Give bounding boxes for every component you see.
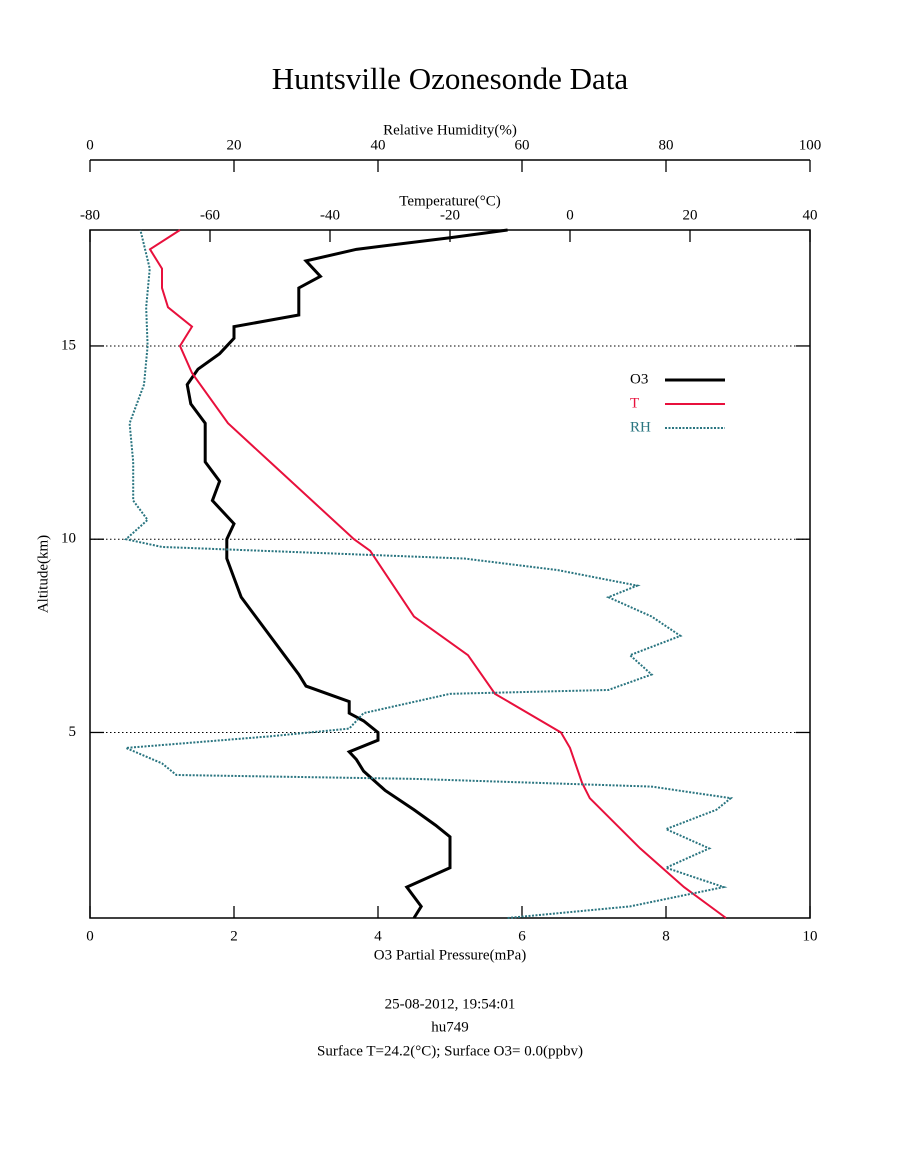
annotation: Surface T=24.2(°C); Surface O3= 0.0(ppbv… [317,1043,583,1059]
annotation: hu749 [431,1019,469,1035]
x-tick-label: 10 [803,928,818,944]
x3-tick-label: 40 [803,207,818,223]
x3-tick-label: -60 [200,207,220,223]
x-tick-label: 2 [230,928,238,944]
x2-axis-label: Relative Humidity(%) [383,122,517,138]
profile-line [123,229,734,919]
x3-tick-label: -20 [440,207,460,223]
x2-tick-label: 0 [86,137,94,153]
x3-tick-label: 0 [566,207,574,223]
x-tick-label: 6 [518,928,526,944]
y-tick-label: 10 [61,531,76,547]
legend-label: RH [630,419,651,435]
x2-tick-label: 40 [371,137,386,153]
x-tick-label: 4 [374,928,382,944]
profile-line [185,228,508,919]
x3-tick-label: -40 [320,207,340,223]
y-tick-label: 15 [61,337,76,353]
legend-label: T [630,395,639,411]
plot-frame [89,229,811,919]
legend-label: O3 [630,371,648,387]
x-tick-label: 0 [86,928,94,944]
chart-title: Huntsville Ozonesonde Data [272,61,629,96]
x2-tick-label: 20 [227,137,242,153]
x3-tick-label: 20 [683,207,698,223]
x-axis-label: O3 Partial Pressure(mPa) [374,947,526,963]
x-tick-label: 8 [662,928,670,944]
y-axis-label: Altitude(km) [35,535,51,613]
profile-line [148,229,727,919]
x2-tick-label: 60 [515,137,530,153]
annotation: 25-08-2012, 19:54:01 [385,996,516,1012]
x3-axis-label: Temperature(°C) [399,193,501,209]
y-tick-label: 5 [69,724,77,740]
x3-tick-label: -80 [80,207,100,223]
x2-tick-label: 100 [799,137,822,153]
x2-tick-label: 80 [659,137,674,153]
